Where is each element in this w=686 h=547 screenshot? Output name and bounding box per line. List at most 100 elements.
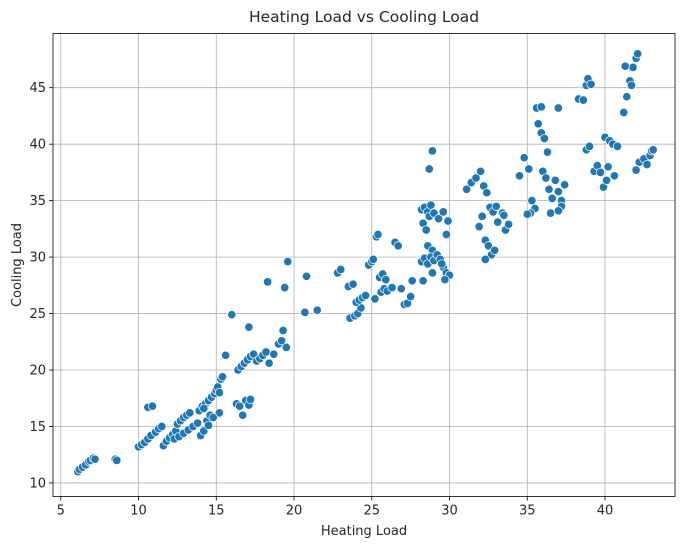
data-point (336, 264, 346, 275)
data-point (269, 349, 279, 359)
data-point (539, 133, 549, 144)
data-point (620, 61, 630, 71)
data-point (244, 322, 254, 332)
data-point (480, 254, 490, 264)
data-point (264, 358, 274, 368)
data-point (471, 173, 481, 183)
data-point (373, 229, 383, 240)
y-tick-label: 20 (29, 364, 46, 379)
data-points (73, 49, 658, 477)
data-point (281, 342, 291, 352)
data-point (263, 277, 273, 287)
x-tick-label: 15 (208, 504, 225, 519)
data-point (301, 271, 312, 281)
data-point (112, 455, 122, 465)
x-axis-label: Heating Load (321, 524, 407, 539)
plot-frame (52, 33, 676, 497)
y-tick-label: 15 (29, 420, 46, 435)
data-point (238, 410, 248, 420)
x-tick-label: 10 (130, 504, 147, 519)
data-point (278, 325, 288, 336)
data-point (584, 141, 595, 151)
data-point (476, 166, 486, 176)
data-point (546, 208, 556, 218)
data-point (619, 107, 629, 118)
data-point (631, 165, 641, 175)
data-point (300, 307, 310, 317)
data-point (462, 184, 472, 194)
data-point (407, 276, 417, 286)
data-point (396, 284, 406, 294)
data-point (482, 188, 492, 198)
data-point (261, 347, 271, 357)
data-point (514, 171, 525, 181)
data-point (368, 254, 378, 264)
data-point (421, 225, 431, 235)
x-tick-label: 25 (364, 504, 381, 519)
y-tick-label: 45 (29, 81, 46, 96)
data-point (387, 283, 397, 293)
data-point (418, 276, 428, 286)
data-point (437, 259, 447, 269)
data-point (553, 103, 563, 113)
y-tick-label: 40 (29, 138, 46, 153)
data-point (193, 418, 203, 428)
x-axis: 5 10 15 20 25 30 35 40 (57, 496, 614, 519)
y-axis: 10 15 20 25 30 35 40 45 (29, 81, 53, 491)
x-tick-label: 30 (441, 504, 458, 519)
data-point (544, 184, 554, 194)
data-point (504, 219, 514, 229)
chart-title: Heating Load vs Cooling Load (249, 8, 479, 26)
data-point (542, 147, 553, 157)
y-tick-label: 30 (29, 251, 46, 266)
data-point (553, 187, 563, 197)
data-point (245, 394, 256, 404)
data-point (283, 257, 293, 267)
data-point (217, 372, 228, 382)
data-point (612, 141, 623, 151)
y-axis-label: Cooling Load (10, 223, 25, 307)
data-point (603, 162, 613, 172)
data-point (221, 350, 231, 360)
data-point (586, 79, 596, 89)
data-point (633, 49, 643, 59)
data-point (348, 279, 358, 289)
data-point (524, 164, 534, 174)
data-point (434, 214, 444, 224)
data-point (235, 401, 245, 411)
data-point (441, 229, 451, 240)
data-point (491, 201, 501, 211)
data-point (560, 180, 570, 190)
data-point (602, 175, 612, 185)
data-point (427, 268, 437, 278)
data-point (424, 164, 434, 174)
data-point (648, 145, 658, 155)
x-tick-label: 35 (519, 504, 536, 519)
data-point (527, 196, 537, 206)
y-tick-label: 35 (29, 194, 46, 209)
data-point (595, 167, 605, 177)
data-point (393, 241, 403, 251)
data-point (157, 421, 167, 432)
data-point (477, 211, 487, 221)
x-tick-label: 5 (57, 504, 65, 519)
data-point (203, 420, 214, 430)
data-point (443, 216, 453, 226)
data-point (381, 275, 391, 285)
data-point (628, 62, 638, 72)
data-point (519, 153, 529, 163)
data-point (199, 403, 209, 413)
data-point (536, 102, 546, 112)
x-tick-label: 40 (597, 504, 614, 519)
data-point (90, 454, 100, 464)
data-point (147, 401, 158, 411)
data-point (547, 193, 557, 203)
data-point (533, 119, 543, 129)
data-point (427, 146, 437, 156)
data-point (214, 408, 224, 418)
data-point (578, 95, 588, 105)
data-point (483, 241, 493, 251)
x-tick-label: 20 (286, 504, 303, 519)
data-point (185, 408, 195, 418)
